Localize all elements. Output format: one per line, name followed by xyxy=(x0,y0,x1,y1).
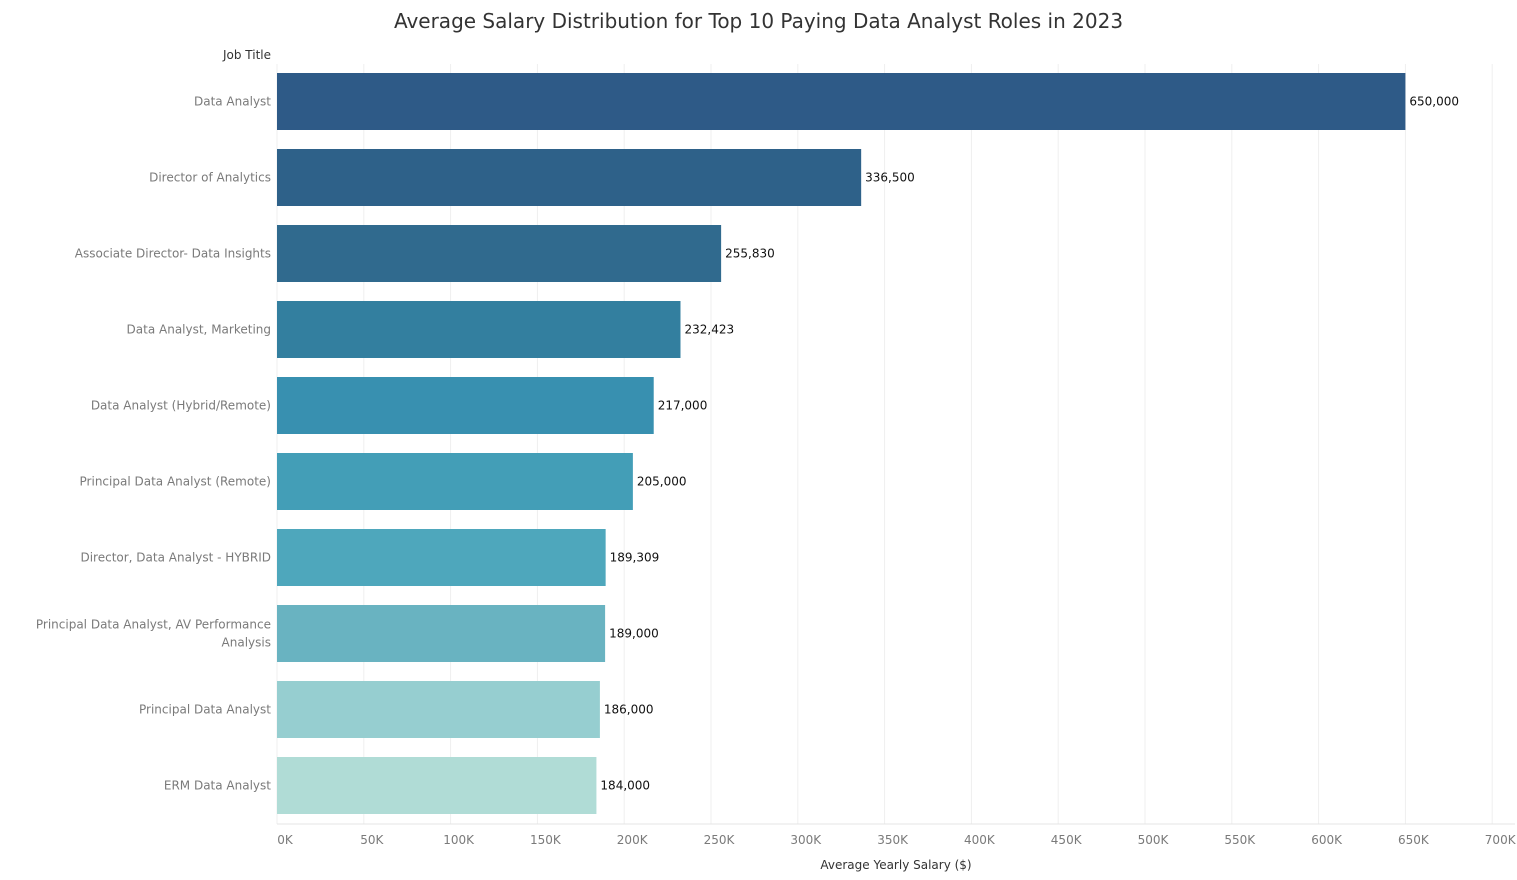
bar xyxy=(277,605,606,662)
bar xyxy=(277,73,1406,130)
bar xyxy=(277,225,722,282)
category-label: Principal Data Analyst (Remote) xyxy=(80,475,271,489)
x-axis-title: Average Yearly Salary ($) xyxy=(820,858,971,872)
bar xyxy=(277,377,654,434)
data-label: 255,830 xyxy=(725,247,775,261)
y-axis-title: Job Title xyxy=(222,48,271,62)
bar xyxy=(277,149,862,206)
x-tick-label: 450K xyxy=(1051,833,1083,847)
category-label: Principal Data Analyst xyxy=(139,703,271,717)
data-label: 184,000 xyxy=(600,779,650,793)
x-tick-label: 500K xyxy=(1138,833,1170,847)
x-tick-label: 100K xyxy=(443,833,475,847)
data-label: 217,000 xyxy=(658,399,708,413)
data-label: 650,000 xyxy=(1409,95,1459,109)
x-tick-label: 300K xyxy=(790,833,822,847)
x-axis: 0K 50K 100K 150K 200K 250K 300K 350K 400K 450K 500… xyxy=(277,823,1517,847)
category-label: Principal Data Analyst, AV Performance An… xyxy=(36,618,271,650)
x-tick-label: 200K xyxy=(617,833,649,847)
data-label: 189,000 xyxy=(609,627,659,641)
category-label: Data Analyst, Marketing xyxy=(127,323,271,337)
x-tick-label: 0K xyxy=(277,833,294,847)
x-tick-label: 600K xyxy=(1311,833,1343,847)
x-tick-label: 650K xyxy=(1398,833,1430,847)
category-label: Associate Director- Data Insights xyxy=(75,247,271,261)
data-label: 232,423 xyxy=(684,323,734,337)
bar xyxy=(277,453,633,510)
data-label: 189,309 xyxy=(610,551,660,565)
x-tick-label: 400K xyxy=(964,833,996,847)
chart-title: Average Salary Distribution for Top 10 P… xyxy=(393,9,1124,33)
category-label: Data Analyst (Hybrid/Remote) xyxy=(91,399,271,413)
bar xyxy=(277,757,597,814)
bar xyxy=(277,301,681,358)
category-label: ERM Data Analyst xyxy=(164,779,271,793)
bars xyxy=(277,73,1406,814)
data-label: 205,000 xyxy=(637,475,687,489)
category-label: Director, Data Analyst - HYBRID xyxy=(80,551,271,565)
x-tick-label: 550K xyxy=(1224,833,1256,847)
bar xyxy=(277,681,600,738)
x-tick-label: 250K xyxy=(704,833,736,847)
category-labels: Data Analyst Director of Analytics Associa… xyxy=(36,95,271,793)
data-label: 186,000 xyxy=(604,703,654,717)
x-tick-label: 350K xyxy=(877,833,909,847)
x-tick-label: 150K xyxy=(530,833,562,847)
category-label: Data Analyst xyxy=(194,95,271,109)
bar xyxy=(277,529,606,586)
x-tick-label: 700K xyxy=(1485,833,1517,847)
value-labels: 650,000 336,500 255,830 232,423 217,000 205,0… xyxy=(600,95,1459,793)
category-label: Director of Analytics xyxy=(149,171,271,185)
data-label: 336,500 xyxy=(865,171,915,185)
x-tick-label: 50K xyxy=(360,833,384,847)
